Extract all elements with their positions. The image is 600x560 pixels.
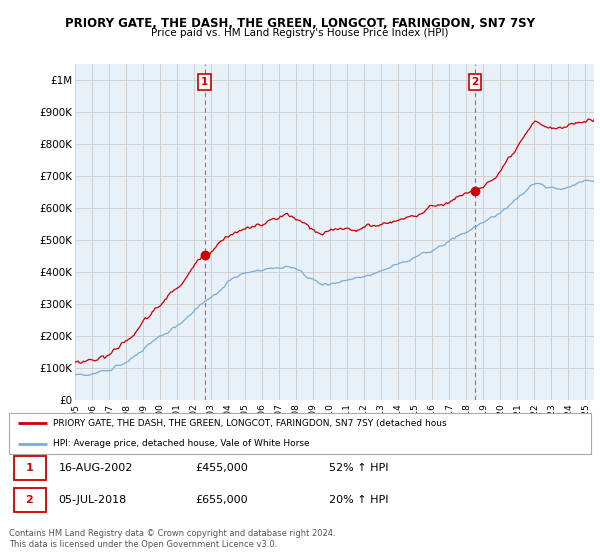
Text: £455,000: £455,000 — [195, 463, 248, 473]
Text: 1: 1 — [25, 463, 33, 473]
Text: 16-AUG-2002: 16-AUG-2002 — [58, 463, 133, 473]
Text: PRIORY GATE, THE DASH, THE GREEN, LONGCOT, FARINGDON, SN7 7SY (detached hous: PRIORY GATE, THE DASH, THE GREEN, LONGCO… — [53, 419, 446, 428]
Text: Price paid vs. HM Land Registry's House Price Index (HPI): Price paid vs. HM Land Registry's House … — [151, 28, 449, 38]
Text: PRIORY GATE, THE DASH, THE GREEN, LONGCOT, FARINGDON, SN7 7SY: PRIORY GATE, THE DASH, THE GREEN, LONGCO… — [65, 17, 535, 30]
Text: 2: 2 — [25, 495, 33, 505]
Text: 1: 1 — [201, 77, 208, 87]
Text: HPI: Average price, detached house, Vale of White Horse: HPI: Average price, detached house, Vale… — [53, 439, 309, 448]
Text: £655,000: £655,000 — [195, 495, 248, 505]
Text: 05-JUL-2018: 05-JUL-2018 — [58, 495, 127, 505]
Text: Contains HM Land Registry data © Crown copyright and database right 2024.
This d: Contains HM Land Registry data © Crown c… — [9, 529, 335, 549]
Text: 2: 2 — [471, 77, 479, 87]
FancyBboxPatch shape — [14, 455, 46, 480]
Text: 20% ↑ HPI: 20% ↑ HPI — [329, 495, 389, 505]
Text: 52% ↑ HPI: 52% ↑ HPI — [329, 463, 389, 473]
FancyBboxPatch shape — [14, 488, 46, 512]
